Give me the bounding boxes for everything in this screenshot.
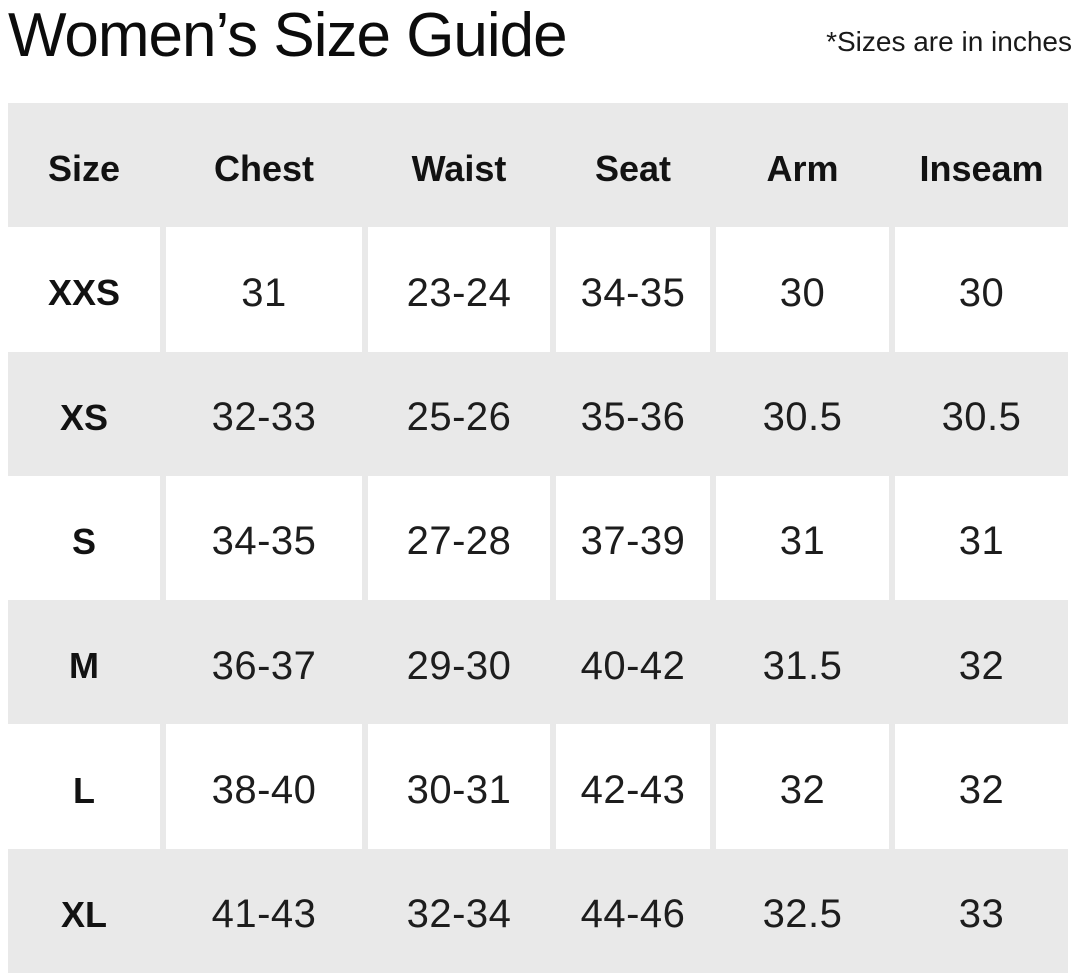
cell-inseam: 32: [895, 600, 1068, 725]
cell-arm: 31: [716, 475, 889, 601]
cell-seat: 44-46: [556, 848, 710, 973]
cell-waist: 23-24: [368, 227, 550, 352]
header-cell-chest: Chest: [166, 103, 362, 228]
cell-chest: 34-35: [166, 475, 362, 601]
cell-arm: 30: [716, 227, 889, 352]
table-row-s: S 34-35 27-28 37-39 31 31: [8, 475, 1068, 601]
cell-size: XS: [8, 351, 160, 476]
cell-seat: 40-42: [556, 600, 710, 725]
page-title: Women’s Size Guide: [8, 1, 568, 70]
cell-waist: 25-26: [368, 351, 550, 476]
cell-seat: 34-35: [556, 227, 710, 352]
cell-inseam: 30: [895, 227, 1068, 352]
cell-arm: 31.5: [716, 600, 889, 725]
table-row-l: L 38-40 30-31 42-43 32 32: [8, 724, 1068, 849]
header-cell-arm: Arm: [716, 103, 889, 228]
cell-size: XXS: [8, 227, 160, 352]
header-cell-inseam: Inseam: [895, 103, 1068, 228]
cell-size: L: [8, 724, 160, 849]
header-cell-size: Size: [8, 103, 160, 228]
cell-waist: 27-28: [368, 475, 550, 601]
cell-waist: 30-31: [368, 724, 550, 849]
cell-seat: 37-39: [556, 475, 710, 601]
table-row-xs: XS 32-33 25-26 35-36 30.5 30.5: [8, 351, 1068, 476]
table-header-row: Size Chest Waist Seat Arm Inseam: [8, 103, 1068, 228]
cell-chest: 31: [166, 227, 362, 352]
cell-chest: 36-37: [166, 600, 362, 725]
cell-size: M: [8, 600, 160, 725]
cell-size: S: [8, 475, 160, 601]
size-table: Size Chest Waist Seat Arm Inseam XXS 31 …: [8, 103, 1068, 973]
cell-arm: 32: [716, 724, 889, 849]
cell-inseam: 31: [895, 475, 1068, 601]
cell-size: XL: [8, 848, 160, 973]
cell-chest: 32-33: [166, 351, 362, 476]
header-cell-seat: Seat: [556, 103, 710, 228]
table-row-xl: XL 41-43 32-34 44-46 32.5 33: [8, 848, 1068, 973]
cell-inseam: 33: [895, 848, 1068, 973]
header-cell-waist: Waist: [368, 103, 550, 228]
cell-inseam: 32: [895, 724, 1068, 849]
cell-arm: 30.5: [716, 351, 889, 476]
units-note: *Sizes are in inches: [826, 26, 1072, 57]
table-row-xxs: XXS 31 23-24 34-35 30 30: [8, 227, 1068, 352]
cell-waist: 32-34: [368, 848, 550, 973]
cell-inseam: 30.5: [895, 351, 1068, 476]
table-row-m: M 36-37 29-30 40-42 31.5 32: [8, 600, 1068, 725]
cell-chest: 38-40: [166, 724, 362, 849]
cell-chest: 41-43: [166, 848, 362, 973]
cell-seat: 35-36: [556, 351, 710, 476]
cell-waist: 29-30: [368, 600, 550, 725]
cell-arm: 32.5: [716, 848, 889, 973]
cell-seat: 42-43: [556, 724, 710, 849]
